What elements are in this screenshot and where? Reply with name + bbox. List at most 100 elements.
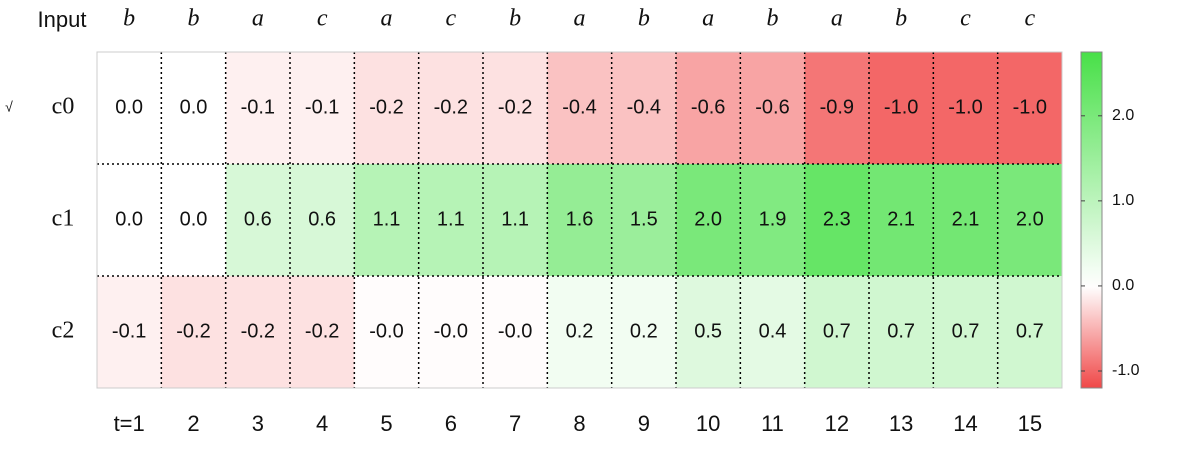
- heat-cell: [483, 276, 548, 389]
- cell-label: -0.2: [434, 96, 468, 118]
- cell-label: 0.7: [952, 320, 980, 342]
- cell-label: -0.2: [176, 320, 210, 342]
- heat-cell: [676, 276, 741, 389]
- cell-label: -0.6: [755, 96, 789, 118]
- annotation: √: [5, 99, 13, 115]
- colorbar-tick-label: 0.0: [1112, 277, 1134, 294]
- heat-cell: [611, 276, 677, 389]
- x-tick-label: 4: [316, 411, 328, 436]
- heat-cell: [161, 52, 227, 165]
- cell-label: -0.1: [241, 96, 275, 118]
- input-symbol: c: [446, 6, 457, 32]
- cell-label: 0.0: [115, 96, 143, 118]
- x-tick-label: 9: [638, 411, 650, 436]
- cell-label: -1.0: [948, 96, 982, 118]
- heat-cell: [225, 276, 291, 389]
- input-label: Input: [38, 7, 87, 32]
- heat-cell: [933, 52, 999, 165]
- x-tick-label: 8: [573, 411, 585, 436]
- input-symbol: b: [638, 6, 650, 32]
- heat-cell: [418, 276, 484, 389]
- cell-label: -0.4: [627, 96, 661, 118]
- x-tick-label: 7: [509, 411, 521, 436]
- row-label: c2: [52, 318, 75, 344]
- cell-label: 0.5: [694, 320, 722, 342]
- heat-cell: [161, 276, 227, 389]
- cell-label: 0.7: [887, 320, 915, 342]
- cell-label: -0.2: [369, 96, 403, 118]
- input-symbol: a: [574, 6, 586, 32]
- heat-cell: [225, 52, 291, 165]
- input-symbol: b: [509, 6, 521, 32]
- cell-label: 0.6: [244, 208, 272, 230]
- heat-cell: [354, 276, 420, 389]
- cell-label: -0.2: [241, 320, 275, 342]
- heat-cell: [740, 52, 806, 165]
- heat-cell: [354, 52, 420, 165]
- heat-cell: [97, 164, 162, 277]
- heat-cell: [804, 276, 870, 389]
- cell-label: 0.0: [180, 96, 208, 118]
- cell-label: 2.1: [952, 208, 980, 230]
- heat-cell: [290, 164, 355, 277]
- colorbar-tick-label: -1.0: [1112, 362, 1140, 379]
- row-label: c0: [52, 94, 75, 120]
- cell-label: 0.2: [630, 320, 658, 342]
- x-tick-label: 11: [761, 411, 784, 436]
- colorbar-tick-label: 2.0: [1112, 107, 1134, 124]
- cell-label: -0.1: [305, 96, 339, 118]
- heat-cell: [290, 276, 355, 389]
- cell-label: 2.1: [887, 208, 915, 230]
- x-tick-label: 13: [889, 411, 913, 436]
- cell-label: -0.0: [369, 320, 403, 342]
- x-tick-label: 5: [380, 411, 392, 436]
- x-tick-label: 14: [953, 411, 977, 436]
- cell-label: 2.0: [694, 208, 722, 230]
- cell-label: -0.4: [562, 96, 596, 118]
- cell-label: 0.7: [823, 320, 851, 342]
- x-tick-label: 2: [187, 411, 199, 436]
- x-tick-label: 12: [825, 411, 849, 436]
- cell-label: 0.2: [566, 320, 594, 342]
- cell-label: -0.0: [434, 320, 468, 342]
- cell-label: 1.6: [566, 208, 594, 230]
- heat-cell: [97, 52, 162, 165]
- input-symbol: a: [252, 6, 264, 32]
- input-symbol: c: [317, 6, 328, 32]
- heat-cell: [611, 164, 677, 277]
- cell-label: 1.1: [373, 208, 401, 230]
- heat-cell: [97, 276, 162, 389]
- cell-label: -1.0: [1013, 96, 1047, 118]
- heat-cell: [225, 164, 291, 277]
- heat-cell: [676, 52, 741, 165]
- cell-label: -0.0: [498, 320, 532, 342]
- x-tick-label: 15: [1018, 411, 1042, 436]
- cell-label: 1.5: [630, 208, 658, 230]
- heat-cell: [869, 52, 934, 165]
- x-tick-label: 3: [252, 411, 264, 436]
- cell-label: 0.6: [308, 208, 336, 230]
- input-symbol: b: [188, 6, 200, 32]
- cell-label: 1.1: [437, 208, 465, 230]
- heat-cell: [418, 52, 484, 165]
- cell-label: 0.0: [180, 208, 208, 230]
- x-tick-label: 10: [696, 411, 720, 436]
- heat-cell: [804, 52, 870, 165]
- heat-cell: [354, 164, 420, 277]
- x-tick-label: 6: [445, 411, 457, 436]
- heat-cell: [547, 276, 613, 389]
- cell-label: -0.1: [112, 320, 146, 342]
- input-symbol: a: [381, 6, 393, 32]
- cell-label: -0.2: [305, 320, 339, 342]
- heat-cell: [418, 164, 484, 277]
- heat-cell: [997, 164, 1063, 277]
- input-symbol: c: [1025, 6, 1036, 32]
- input-symbol: c: [960, 6, 971, 32]
- heat-cell: [933, 164, 999, 277]
- heat-cell: [161, 164, 227, 277]
- input-symbol: a: [702, 6, 714, 32]
- colorbar: [1080, 51, 1103, 389]
- cell-label: 0.4: [759, 320, 787, 342]
- heat-cell: [676, 164, 741, 277]
